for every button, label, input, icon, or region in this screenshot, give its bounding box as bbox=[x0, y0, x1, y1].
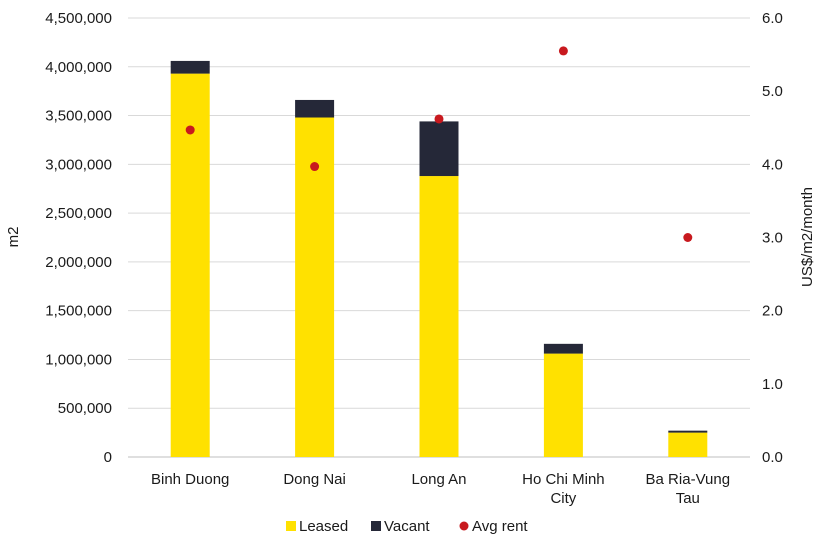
left-tick-label: 2,500,000 bbox=[45, 205, 112, 222]
category-label: Long An bbox=[411, 471, 466, 488]
legend-label: Leased bbox=[299, 518, 348, 535]
legend-swatch bbox=[371, 521, 381, 531]
left-tick-label: 1,500,000 bbox=[45, 303, 112, 320]
left-tick-label: 4,000,000 bbox=[45, 59, 112, 76]
bar-vacant bbox=[668, 430, 708, 433]
legend: Leased Vacant Avg rent bbox=[286, 518, 528, 535]
avg-rent-point bbox=[185, 125, 195, 135]
right-tick-label: 5.0 bbox=[762, 83, 783, 100]
bar-leased bbox=[668, 432, 708, 457]
category-label: Ho Chi Minh City bbox=[522, 471, 605, 507]
avg-rent-point bbox=[683, 233, 693, 242]
legend-swatch bbox=[286, 521, 296, 531]
bar-vacant bbox=[295, 99, 335, 118]
bar-vacant bbox=[419, 121, 459, 177]
bar-vacant bbox=[543, 343, 583, 354]
right-tick-label: 2.0 bbox=[762, 303, 783, 320]
rent-points-group bbox=[185, 46, 693, 242]
legend-swatch bbox=[459, 521, 469, 531]
category-label: Ba Ria-Vung Tau bbox=[646, 471, 731, 507]
right-tick-label: 4.0 bbox=[762, 156, 783, 173]
bar-leased bbox=[295, 117, 335, 458]
left-tick-label: 3,500,000 bbox=[45, 108, 112, 125]
legend-label: Vacant bbox=[384, 518, 430, 535]
right-tick-label: 6.0 bbox=[762, 10, 783, 27]
category-label: Dong Nai bbox=[283, 471, 346, 488]
right-tick-label: 0.0 bbox=[762, 449, 783, 466]
category-label: Binh Duong bbox=[151, 471, 229, 488]
left-tick-label: 0 bbox=[104, 449, 112, 466]
left-tick-label: 4,500,000 bbox=[45, 10, 112, 27]
category-labels: Binh Duong Dong Nai Long An Ho Chi Minh City… bbox=[151, 471, 730, 507]
bar-vacant bbox=[170, 60, 210, 74]
left-tick-label: 500,000 bbox=[58, 400, 112, 417]
left-tick-label: 2,000,000 bbox=[45, 254, 112, 271]
avg-rent-point bbox=[558, 46, 568, 56]
legend-label: Avg rent bbox=[472, 518, 528, 535]
left-axis-label: m2 bbox=[5, 227, 22, 248]
bar-leased bbox=[170, 73, 210, 458]
bar-leased bbox=[543, 353, 583, 457]
avg-rent-point bbox=[434, 114, 444, 124]
right-tick-label: 3.0 bbox=[762, 230, 783, 247]
left-tick-label: 3,000,000 bbox=[45, 156, 112, 173]
right-tick-label: 1.0 bbox=[762, 376, 783, 393]
left-tick-label: 1,000,000 bbox=[45, 351, 112, 368]
bars-group bbox=[170, 60, 708, 458]
right-axis-label: US$/m2/month bbox=[799, 187, 816, 287]
right-axis-ticks: 0.0 1.0 2.0 3.0 4.0 5.0 6.0 bbox=[762, 10, 783, 466]
avg-rent-point bbox=[310, 162, 320, 172]
bar-leased bbox=[419, 176, 459, 458]
left-axis-ticks: 0 500,000 1,000,000 1,500,000 2,000,000 2,500… bbox=[45, 10, 112, 466]
